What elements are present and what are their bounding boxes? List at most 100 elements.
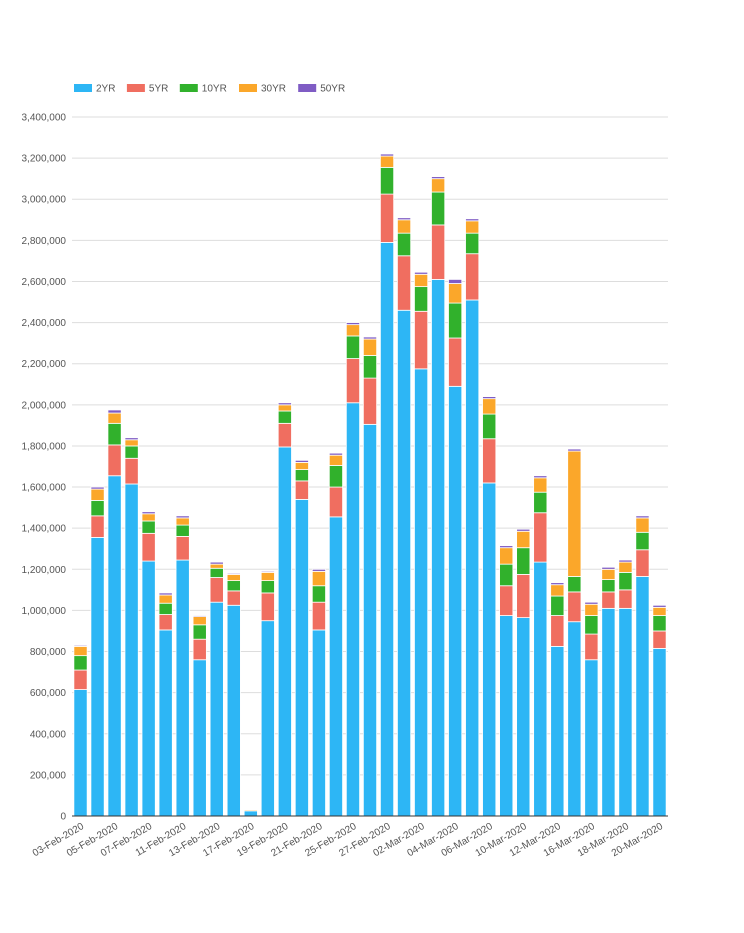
bar-segment-50yr[interactable] — [635, 515, 650, 519]
bar-segment-10yr[interactable] — [414, 286, 429, 312]
bar-segment-10yr[interactable] — [158, 602, 173, 615]
legend-swatch-2yr[interactable] — [74, 84, 92, 92]
bar-segment-2yr[interactable] — [226, 604, 241, 817]
bar-segment-30yr[interactable] — [635, 517, 650, 533]
bar-segment-30yr[interactable] — [397, 219, 412, 234]
bar-segment-50yr[interactable] — [499, 545, 514, 549]
bar-segment-5yr[interactable] — [499, 585, 514, 616]
bar-segment-5yr[interactable] — [618, 589, 633, 609]
bar-stack[interactable] — [277, 402, 292, 817]
bar-stack[interactable] — [243, 809, 258, 817]
bar-segment-30yr[interactable] — [209, 563, 224, 569]
legend-label-30yr[interactable]: 30YR — [261, 84, 286, 95]
bar-segment-2yr[interactable] — [567, 621, 582, 817]
bar-segment-50yr[interactable] — [260, 570, 275, 573]
bar-segment-30yr[interactable] — [465, 220, 480, 234]
bar-segment-2yr[interactable] — [158, 629, 173, 817]
bar-segment-2yr[interactable] — [192, 659, 207, 817]
bar-segment-50yr[interactable] — [482, 396, 497, 400]
bar-segment-30yr[interactable] — [73, 645, 88, 657]
bar-stack[interactable] — [516, 528, 531, 817]
bar-segment-50yr[interactable] — [107, 409, 122, 414]
bar-segment-30yr[interactable] — [311, 570, 326, 587]
bar-segment-50yr[interactable] — [311, 568, 326, 572]
bar-segment-30yr[interactable] — [345, 324, 361, 337]
bar-stack[interactable] — [584, 601, 599, 817]
bar-segment-5yr[interactable] — [465, 253, 480, 301]
bar-segment-5yr[interactable] — [448, 337, 463, 387]
bar-segment-30yr[interactable] — [158, 594, 173, 604]
bar-segment-30yr[interactable] — [107, 412, 122, 424]
bar-stack[interactable] — [345, 322, 361, 817]
bar-segment-10yr[interactable] — [209, 567, 224, 578]
bar-segment-50yr[interactable] — [226, 573, 241, 575]
bar-segment-10yr[interactable] — [277, 410, 292, 424]
bar-stack[interactable] — [294, 459, 309, 817]
bar-segment-5yr[interactable] — [124, 457, 139, 485]
bar-segment-30yr[interactable] — [431, 178, 446, 193]
bar-segment-10yr[interactable] — [533, 491, 548, 514]
bar-segment-2yr[interactable] — [499, 615, 514, 817]
bar-segment-5yr[interactable] — [328, 486, 343, 518]
bar-segment-2yr[interactable] — [345, 402, 361, 817]
bar-segment-50yr[interactable] — [141, 511, 156, 515]
bar-segment-50yr[interactable] — [652, 604, 667, 608]
bar-segment-30yr[interactable] — [192, 616, 207, 626]
bar-segment-10yr[interactable] — [107, 422, 122, 446]
bar-segment-50yr[interactable] — [397, 217, 412, 221]
bar-segment-10yr[interactable] — [601, 579, 616, 593]
bar-segment-50yr[interactable] — [431, 176, 446, 180]
bar-stack[interactable] — [124, 437, 139, 817]
bar-stack[interactable] — [533, 475, 548, 817]
bar-segment-50yr[interactable] — [550, 582, 565, 586]
bar-segment-2yr[interactable] — [362, 423, 378, 817]
bar-segment-5yr[interactable] — [362, 377, 378, 425]
bar-segment-30yr[interactable] — [414, 273, 429, 288]
bar-segment-10yr[interactable] — [260, 580, 275, 594]
bar-segment-10yr[interactable] — [124, 445, 139, 459]
bar-segment-30yr[interactable] — [516, 530, 531, 549]
bar-stack[interactable] — [362, 336, 378, 817]
bar-stack[interactable] — [431, 176, 446, 817]
bar-segment-2yr[interactable] — [465, 299, 480, 817]
bar-segment-50yr[interactable] — [414, 271, 429, 275]
bar-segment-2yr[interactable] — [550, 645, 565, 817]
bar-segment-10yr[interactable] — [294, 469, 309, 482]
bar-stack[interactable] — [482, 396, 497, 817]
bar-segment-2yr[interactable] — [601, 607, 616, 817]
bar-segment-50yr[interactable] — [277, 402, 292, 406]
bar-stack[interactable] — [550, 582, 565, 817]
bar-segment-50yr[interactable] — [73, 644, 88, 647]
bar-segment-2yr[interactable] — [618, 607, 633, 817]
bar-segment-5yr[interactable] — [294, 480, 309, 500]
bar-stack[interactable] — [226, 573, 241, 817]
bar-segment-10yr[interactable] — [90, 500, 105, 517]
bar-segment-30yr[interactable] — [652, 606, 667, 616]
bar-segment-50yr[interactable] — [175, 515, 190, 519]
bar-segment-10yr[interactable] — [226, 580, 241, 592]
bar-segment-50yr[interactable] — [328, 452, 343, 456]
bar-segment-2yr[interactable] — [107, 475, 122, 817]
legend-label-50yr[interactable]: 50YR — [320, 84, 345, 95]
bar-segment-5yr[interactable] — [567, 591, 582, 623]
bar-segment-30yr[interactable] — [499, 547, 514, 565]
bar-segment-5yr[interactable] — [397, 255, 412, 311]
bar-segment-2yr[interactable] — [414, 368, 429, 817]
bar-segment-50yr[interactable] — [601, 566, 616, 570]
bar-segment-50yr[interactable] — [209, 561, 224, 565]
bar-segment-2yr[interactable] — [397, 309, 412, 817]
bar-segment-2yr[interactable] — [311, 629, 326, 817]
bar-segment-30yr[interactable] — [550, 584, 565, 597]
bar-stack[interactable] — [618, 559, 633, 817]
bar-segment-10yr[interactable] — [635, 531, 650, 551]
bar-stack[interactable] — [209, 561, 224, 817]
bar-segment-50yr[interactable] — [294, 459, 309, 463]
bar-segment-2yr[interactable] — [73, 689, 88, 817]
bar-segment-10yr[interactable] — [141, 520, 156, 534]
bar-segment-30yr[interactable] — [294, 461, 309, 470]
bar-segment-50yr[interactable] — [362, 336, 378, 340]
bar-segment-10yr[interactable] — [175, 524, 190, 537]
bar-segment-50yr[interactable] — [158, 592, 173, 596]
bar-segment-30yr[interactable] — [90, 488, 105, 501]
bar-stack[interactable] — [175, 515, 190, 817]
